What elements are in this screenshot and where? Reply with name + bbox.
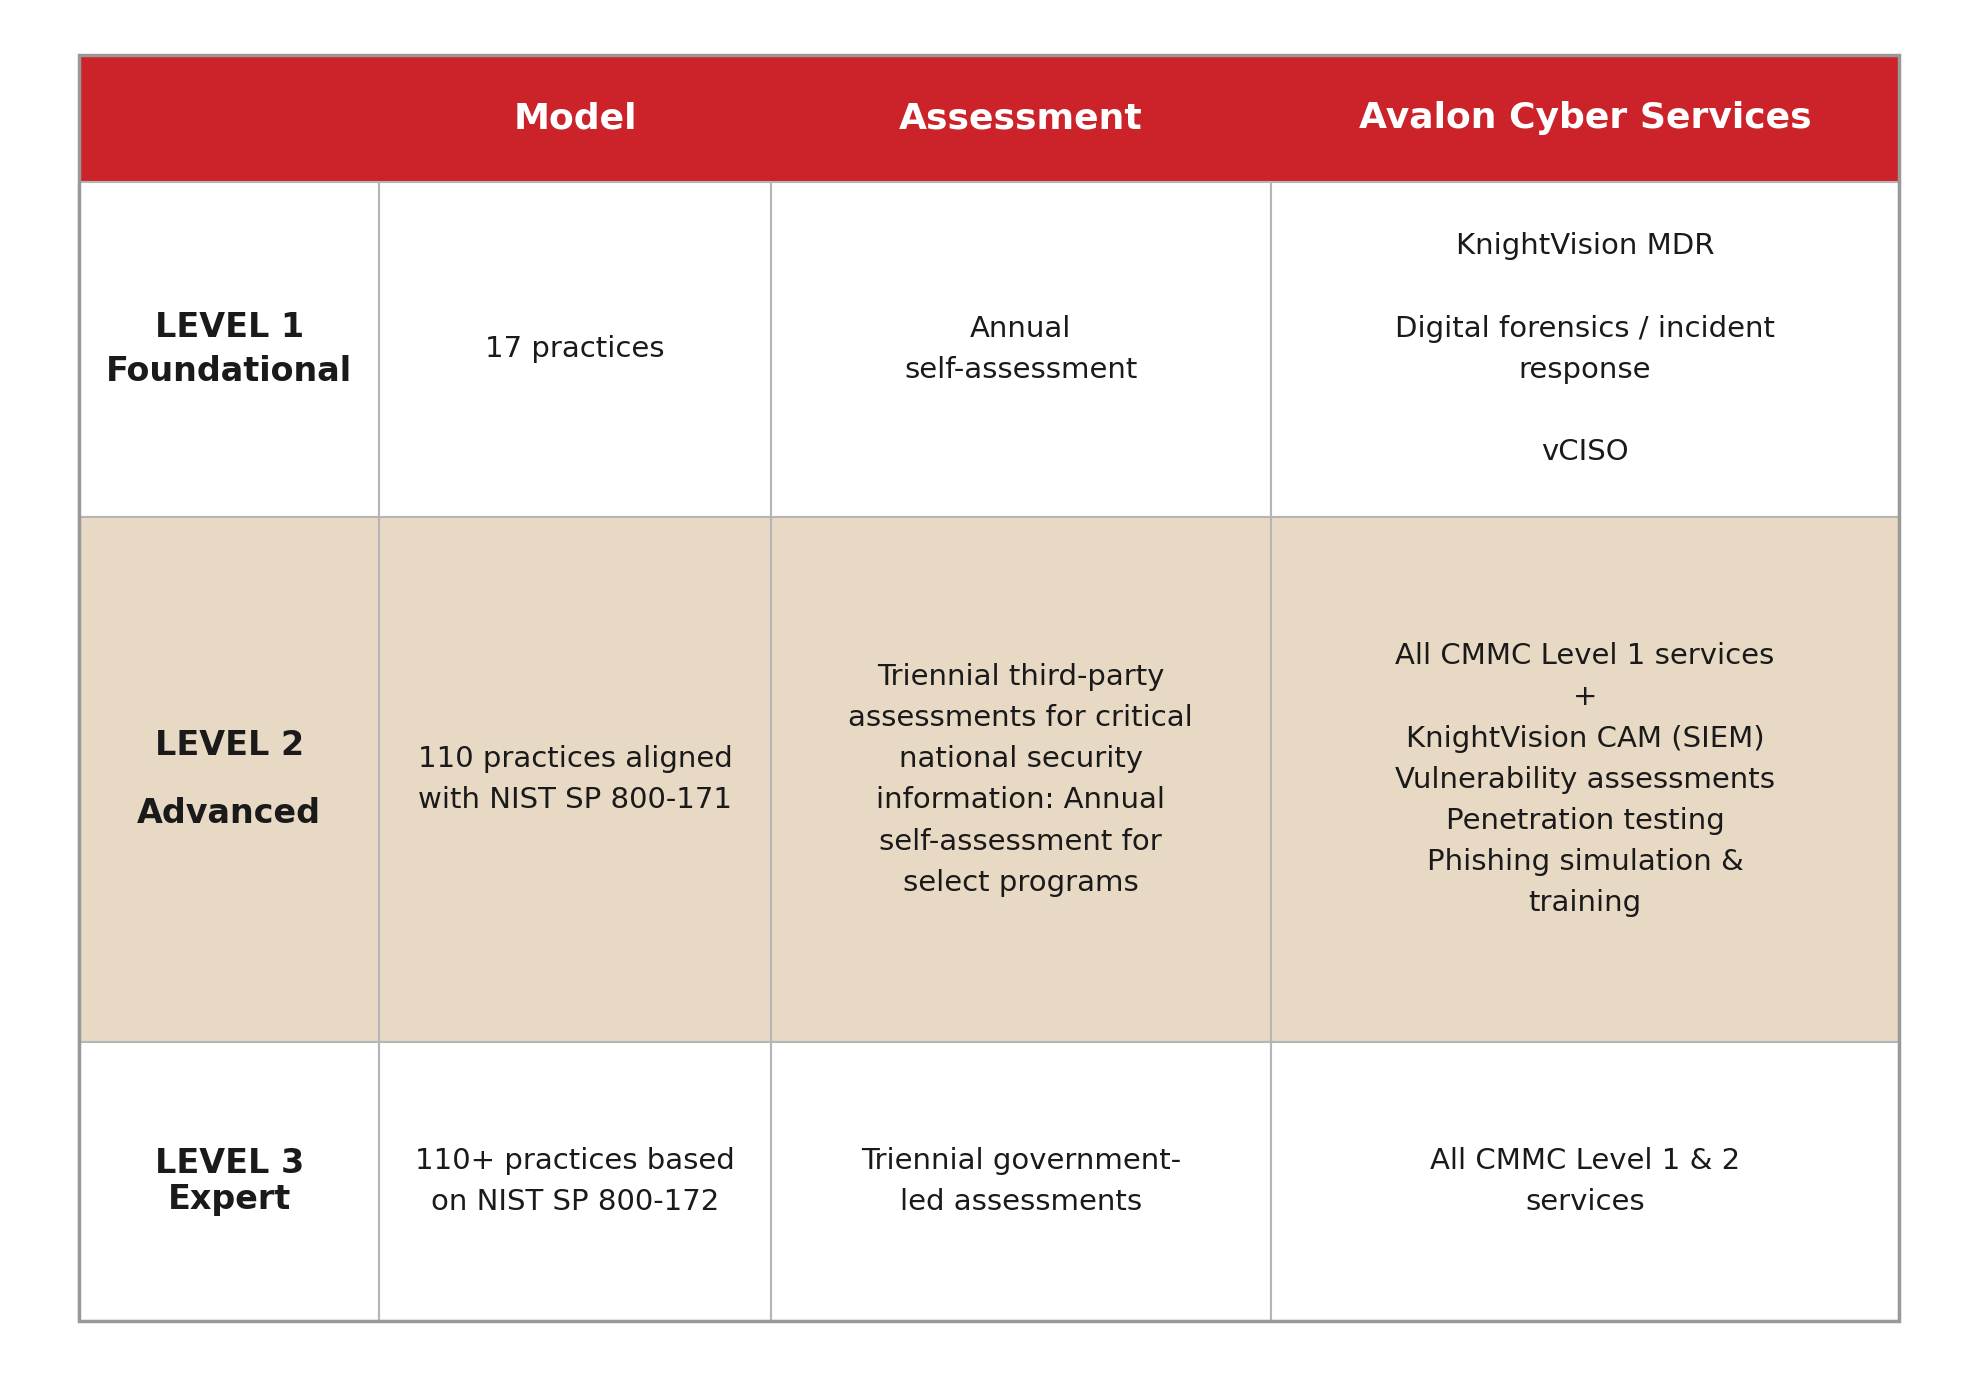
Text: Triennial third-party
assessments for critical
national security
information: An: Triennial third-party assessments for cr… (849, 663, 1193, 897)
Text: LEVEL 3: LEVEL 3 (154, 1148, 305, 1181)
Text: LEVEL 2: LEVEL 2 (154, 729, 305, 762)
Bar (1272, 182, 1899, 517)
Text: Advanced: Advanced (136, 798, 320, 831)
Bar (79, 182, 380, 517)
Text: Expert: Expert (168, 1183, 291, 1216)
Text: 17 practices: 17 practices (485, 336, 665, 363)
Bar (771, 517, 1272, 1043)
Bar (771, 55, 1272, 182)
Text: LEVEL 1: LEVEL 1 (154, 311, 305, 344)
Text: Foundational: Foundational (107, 355, 352, 388)
Bar (380, 55, 771, 182)
Text: Assessment: Assessment (898, 102, 1143, 135)
Text: 110 practices aligned
with NIST SP 800-171: 110 practices aligned with NIST SP 800-1… (417, 746, 732, 815)
Text: All CMMC Level 1 & 2
services: All CMMC Level 1 & 2 services (1430, 1148, 1741, 1216)
Bar (79, 517, 380, 1043)
Text: Triennial government-
led assessments: Triennial government- led assessments (860, 1148, 1181, 1216)
Bar (79, 55, 380, 182)
Bar (771, 1043, 1272, 1321)
Bar (1272, 1043, 1899, 1321)
Bar (380, 517, 771, 1043)
Text: All CMMC Level 1 services
+
KnightVision CAM (SIEM)
Vulnerability assessments
Pe: All CMMC Level 1 services + KnightVision… (1394, 643, 1774, 918)
Bar (380, 182, 771, 517)
Text: 110+ practices based
on NIST SP 800-172: 110+ practices based on NIST SP 800-172 (415, 1148, 736, 1216)
Bar (1272, 55, 1899, 182)
Bar (380, 1043, 771, 1321)
Text: Annual
self-assessment: Annual self-assessment (904, 315, 1137, 384)
Text: Model: Model (512, 102, 637, 135)
Bar (771, 182, 1272, 517)
Bar (79, 1043, 380, 1321)
Bar (1272, 517, 1899, 1043)
Text: Avalon Cyber Services: Avalon Cyber Services (1359, 102, 1812, 135)
Text: KnightVision MDR

Digital forensics / incident
response

vCISO: KnightVision MDR Digital forensics / inc… (1394, 233, 1774, 466)
